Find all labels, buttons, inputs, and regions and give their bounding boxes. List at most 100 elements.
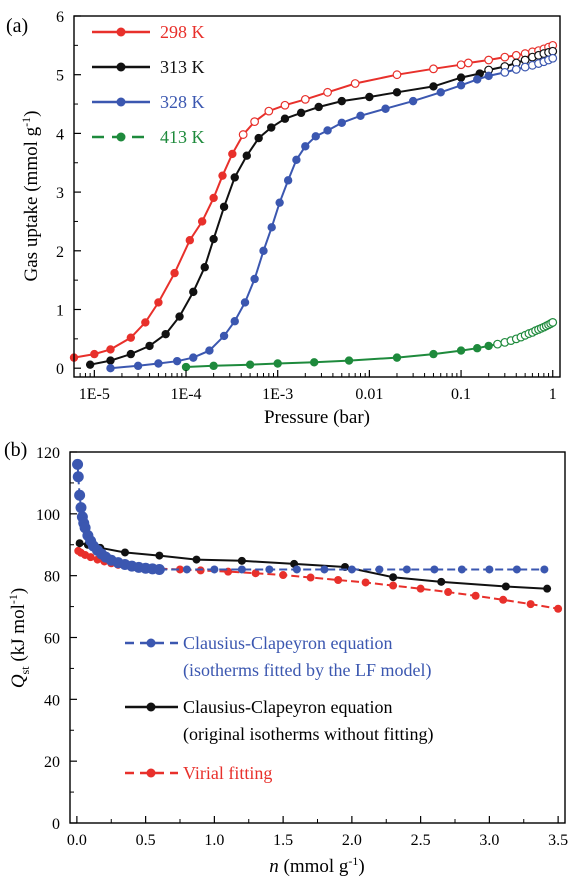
chart-b-point [265,565,274,574]
chart-a-ytick-label: 3 [56,185,64,202]
chart-a-point [238,130,248,139]
chart-a-point [205,346,214,355]
chart-a-xtick-label: 0.1 [451,386,471,403]
chart-a-point [392,70,402,80]
chart-a-point [548,53,558,63]
chart-b-xtick-label: 0.5 [136,832,156,849]
chart-b-point [334,575,343,584]
chart-b-point [347,565,356,574]
chart-b-xtick-label: 1.0 [204,832,224,849]
chart-b-point [210,565,219,574]
chart-a-plot [69,40,558,373]
chart-b-point [416,584,425,593]
chart-b-point [437,577,446,586]
chart-a-point [484,341,493,351]
chart-a-point [250,117,260,127]
chart-a-point [245,360,255,369]
chart-a-point [189,287,198,297]
chart-a-point [301,142,310,151]
chart-a-xtick-label: 0.01 [355,386,383,403]
chart-a-legend-label: 313 K [160,57,205,77]
chart-a-point [85,360,95,369]
chart-b-point [457,565,466,574]
chart-a-point [309,358,319,367]
chart-a-point [230,317,239,326]
chart-a-point [473,344,482,353]
chart-a-xlabel: Pressure (bar) [264,407,370,428]
chart-a-point [296,108,306,118]
chart-a-point [197,217,207,226]
chart-a-legend-label: 298 K [160,22,205,42]
chart-a-point [228,149,237,159]
chart-a-point [456,346,466,355]
chart-a-point [185,236,195,245]
chart-a-point [473,75,482,84]
chart-a-point [356,111,365,120]
chart-a-point [408,96,418,106]
chart-a-legend: 298 K 313 K 328 K 413 K [92,22,205,147]
chart-b-point [471,591,480,600]
chart-a-point [273,359,282,368]
chart-a-point [280,114,290,123]
chart-b-ytick-label: 0 [52,816,60,833]
chart-a-xtick-label: 1E-5 [79,386,110,403]
chart-a-ytick-label: 5 [56,68,64,85]
chart-b-point [501,582,510,591]
chart-a-point [254,133,263,143]
chart-a-point [283,176,293,185]
chart-b-ytick-label: 100 [36,507,60,524]
chart-a-point [161,329,170,339]
chart-b-point [389,573,398,582]
chart-a-point [267,223,276,232]
chart-a-ytick-label: 0 [56,361,64,378]
chart-b-point [540,565,549,574]
chart-a-point [218,171,227,180]
panel-b-label: (b) [4,439,27,461]
chart-b-legend-label: Clausius-Clapeyron equation [183,697,392,717]
chart-b-series-line [77,550,559,610]
chart-a-point [126,349,136,359]
chart-b-point [155,551,164,560]
chart-a-point [259,246,268,255]
chart-a-legend-label: 328 K [160,92,205,112]
chart-b-point [121,548,129,557]
chart-b-legend-marker [146,768,156,778]
chart-b-legend: Clausius-Clapeyron equation (isotherms fi… [125,633,433,783]
chart-a-point [392,88,402,97]
chart-a-point [242,151,251,160]
chart-a-point [456,60,466,70]
panel-a-label: (a) [6,15,28,37]
chart-a-point [154,298,163,307]
chart-a-point [200,263,209,272]
chart-b-xtick-label: 2.0 [342,832,362,849]
chart-a-point [106,356,115,365]
chart-b-point [237,556,246,565]
chart-a-point [126,333,136,342]
chart-a-point [392,353,402,362]
chart-a-ytick-label: 2 [56,244,64,261]
chart-a-legend-marker [116,27,126,37]
chart-a-ylabel: Gas uptake (mmol g-1) [19,111,42,282]
chart-b-xtick-label: 1.5 [273,832,293,849]
chart-b-point [292,565,301,574]
chart-a-point [429,82,438,91]
chart-a-point [337,118,346,128]
chart-a-point [106,363,115,373]
chart-b-plot [72,458,563,613]
chart-a-point [493,339,502,349]
chart-a-point [141,318,150,327]
chart-b-point [361,578,370,587]
chart-b-point [306,573,315,582]
chart-b-legend-label: Virial fitting [183,763,272,783]
chart-b-point [251,569,260,578]
chart-a-xtick-label: 1 [549,386,557,403]
chart-a-point [456,73,466,82]
chart-a-point [381,104,390,113]
chart-b-legend-label: (original isotherms without fitting) [183,724,433,745]
chart-a-point [300,94,310,104]
chart-b-xtick-label: 3.5 [548,832,568,849]
chart-b-point [485,565,494,574]
chart-b-point [182,565,191,574]
chart-a-point [264,106,274,116]
chart-b-legend-label: (isotherms fitted by the LF model) [183,660,431,681]
